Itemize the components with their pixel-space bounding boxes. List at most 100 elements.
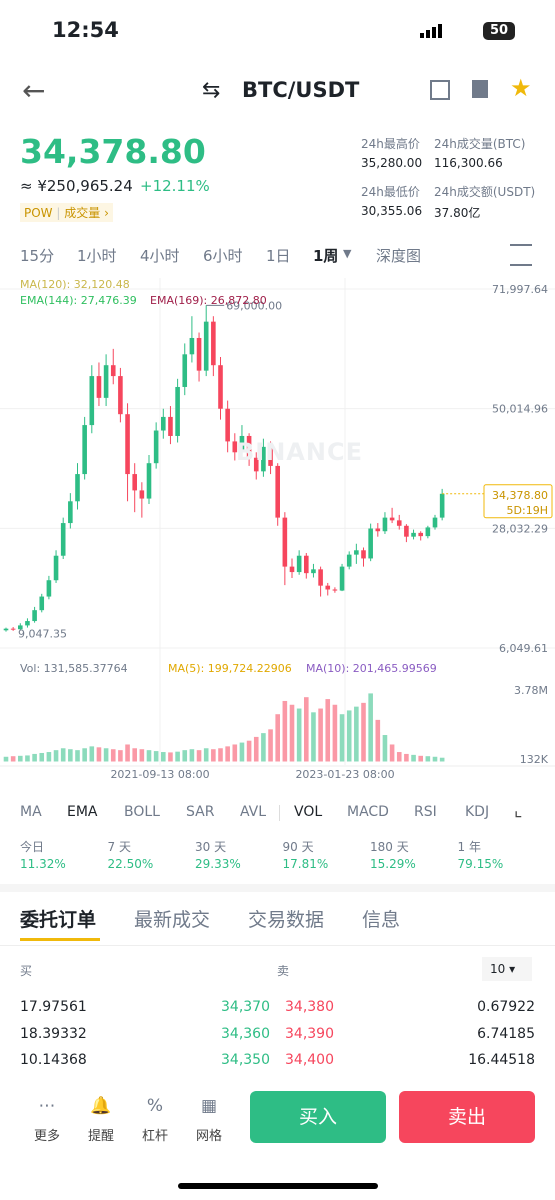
perf-value: 17.81% (282, 857, 329, 871)
volume-bar (211, 749, 216, 762)
candle-body (132, 474, 137, 491)
interval-tab[interactable]: 1日 (266, 247, 291, 265)
candle-body (282, 517, 288, 567)
volume-bar (25, 755, 30, 762)
candle-body (404, 525, 409, 537)
volume-bar (411, 754, 416, 762)
ask-qty: 6.74185 (477, 1025, 535, 1042)
candle-body (368, 528, 373, 559)
interval-tab[interactable]: 15分 (20, 247, 55, 265)
toolbar-icon[interactable]: 🔔 (90, 1096, 112, 1116)
section-tab[interactable]: 信息 (362, 909, 401, 931)
section-tab[interactable]: 委托订单 (20, 909, 97, 931)
y-tick-label: 28,032.29 (492, 522, 548, 535)
last-price: 34,378.80 (20, 132, 206, 171)
interval-tab[interactable]: 1周 (313, 247, 339, 265)
ask-price: 34,380 (285, 999, 334, 1015)
volume-bar (339, 714, 345, 762)
indicator-tab[interactable]: AVL (240, 804, 267, 820)
candle-body (389, 517, 395, 521)
buy-button[interactable]: 买入 (250, 1091, 386, 1143)
perf-value: 79.15% (457, 857, 504, 871)
chart-settings-icon[interactable] (510, 244, 532, 266)
candle-body (382, 517, 388, 532)
candle-body (25, 621, 30, 626)
toolbar-label[interactable]: 更多 (33, 1129, 60, 1144)
volume-bar (225, 746, 230, 762)
candle-body (175, 386, 180, 436)
layout-icon[interactable] (472, 80, 488, 98)
candle-body (311, 569, 316, 574)
candle-body (89, 376, 95, 426)
stat-value: 30,355.06 (361, 204, 423, 218)
indicator-tab[interactable]: MA (20, 804, 42, 820)
volume-bar (368, 693, 373, 762)
volume-bar (246, 740, 252, 762)
perf-value: 11.32% (20, 857, 66, 871)
favorite-star[interactable]: ★ (510, 74, 532, 102)
indicator-tab[interactable]: KDJ (465, 804, 490, 820)
section-tab[interactable]: 最新成交 (134, 909, 211, 931)
candle-body (203, 321, 209, 371)
toolbar-label[interactable]: 杠杆 (141, 1129, 168, 1144)
candle-body (118, 376, 123, 415)
bid-qty: 18.39332 (20, 1025, 87, 1042)
toolbar-label[interactable]: 提醒 (87, 1129, 114, 1144)
back-button[interactable]: ← (22, 74, 46, 107)
indicator-tab[interactable]: VOL (294, 804, 323, 820)
volume-link: 成交量 › (64, 206, 109, 220)
interval-tab[interactable]: 6小时 (203, 247, 243, 265)
candle-body (268, 446, 273, 466)
indicator-settings[interactable]: ⌞ (514, 800, 523, 821)
candle-body (361, 550, 366, 559)
volume-bar (382, 735, 388, 762)
x-tick-label: 2021-09-13 08:00 (110, 768, 209, 781)
sell-header: 卖 (277, 964, 290, 978)
indicator-tab[interactable]: EMA (67, 804, 98, 820)
toolbar-icon[interactable]: ▦ (200, 1096, 218, 1116)
volume-bar (439, 757, 445, 762)
swap-icon[interactable]: ⇆ (202, 78, 221, 103)
buy-button-label: 买入 (298, 1106, 337, 1128)
volume-bar (304, 697, 309, 762)
share-icon[interactable] (430, 80, 450, 100)
volume-bar (189, 749, 195, 762)
indicator-tab[interactable]: SAR (186, 804, 215, 820)
depth-selector[interactable]: 10 ▾ (482, 957, 532, 981)
candle-body (332, 589, 338, 591)
perf-value: 29.33% (195, 857, 241, 871)
volume-bar (132, 748, 137, 762)
tag-pow[interactable]: POW | 成交量 › (20, 203, 113, 222)
bid-price: 34,370 (221, 999, 270, 1015)
volume-bar (261, 733, 266, 762)
watermark: BINANCE (236, 438, 363, 466)
volume-bar (396, 752, 402, 762)
home-indicator (178, 1183, 378, 1189)
candle-body (211, 321, 216, 366)
dropdown-caret: ▼ (343, 247, 352, 260)
candle-body (168, 416, 173, 436)
ask-price: 34,400 (285, 1052, 334, 1068)
indicator-tab[interactable]: BOLL (124, 804, 160, 820)
candle-body (75, 474, 80, 502)
vol-ma10-legend: MA(10): 201,465.99569 (306, 662, 437, 675)
volume-bar (354, 706, 359, 762)
sell-button[interactable]: 卖出 (399, 1091, 535, 1143)
toolbar-icon[interactable]: ⋯ (38, 1096, 56, 1116)
section-tab[interactable]: 交易数据 (248, 909, 325, 931)
interval-tab[interactable]: 4小时 (140, 247, 180, 265)
ask-price: 34,390 (285, 1025, 334, 1042)
ema144-legend: EMA(144): 27,476.39 (20, 294, 137, 307)
volume-bar (103, 748, 109, 762)
interval-tab[interactable]: 1小时 (77, 247, 117, 265)
volume-bar (175, 751, 180, 762)
toolbar-icon[interactable]: % (146, 1096, 164, 1116)
indicator-tab[interactable]: MACD (347, 804, 389, 820)
indicator-tab[interactable]: RSI (414, 804, 437, 820)
volume-bar (182, 750, 188, 762)
volume-bar (46, 752, 52, 762)
interval-tab[interactable]: 深度图 (376, 247, 422, 265)
volume-bar (118, 750, 123, 762)
volume-bar (218, 748, 223, 762)
toolbar-label[interactable]: 网格 (195, 1129, 222, 1144)
